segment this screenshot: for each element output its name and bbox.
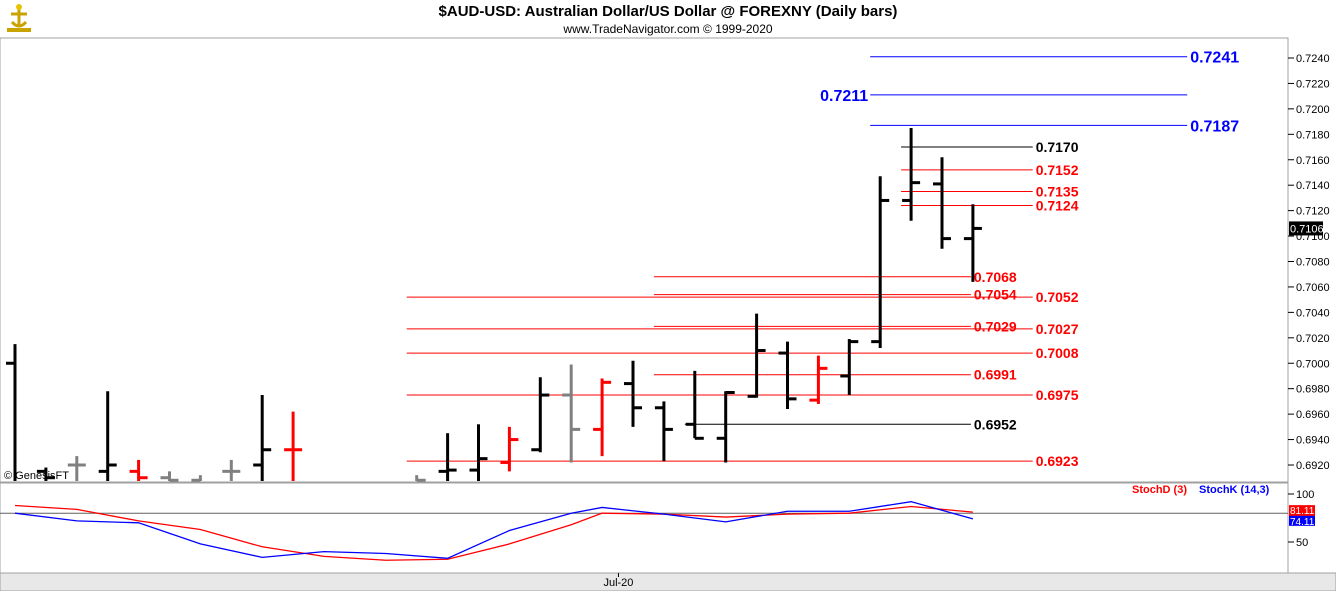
price-bar xyxy=(963,204,982,282)
price-bars xyxy=(6,127,982,482)
chart-title: $AUD-USD: Australian Dollar/US Dollar @ … xyxy=(438,3,898,20)
anchor-trophy-icon xyxy=(3,2,35,34)
stochastic-panel xyxy=(0,482,1289,574)
price-bar xyxy=(871,176,890,348)
price-tick-label: 0.7240 xyxy=(1296,53,1330,65)
price-bar xyxy=(654,401,673,462)
level-label: 0.7124 xyxy=(1036,198,1079,214)
price-bar xyxy=(809,355,828,404)
price-bar xyxy=(284,411,303,481)
stoch-d-value: 81.11 xyxy=(1290,506,1315,517)
stoch-d-legend: StochD (3) xyxy=(1132,484,1187,496)
date-axis-band xyxy=(0,572,1336,591)
level-lines xyxy=(406,56,1188,462)
price-tick-label: 0.7220 xyxy=(1296,78,1330,90)
level-label: 0.6923 xyxy=(1036,453,1079,469)
level-label: 0.7187 xyxy=(1190,118,1239,135)
price-panel xyxy=(0,37,1289,483)
price-bar xyxy=(160,471,179,482)
level-label: 0.7211 xyxy=(820,88,868,105)
price-bar xyxy=(562,364,581,463)
price-bar xyxy=(902,127,921,221)
price-bar xyxy=(716,391,735,463)
price-bar xyxy=(415,475,426,482)
price-tick-label: 0.7020 xyxy=(1296,333,1330,345)
price-tick-label: 0.7140 xyxy=(1296,180,1330,192)
price-tick-label: 0.7060 xyxy=(1296,282,1330,294)
chart-subtitle: www.TradeNavigator.com © 1999-2020 xyxy=(563,22,773,36)
price-tick-label: 0.7000 xyxy=(1296,358,1330,370)
level-label: 0.7152 xyxy=(1036,162,1079,178)
level-label: 0.6991 xyxy=(974,367,1017,383)
stoch-k-legend: StochK (14,3) xyxy=(1199,484,1270,496)
price-bar xyxy=(500,426,519,472)
stoch-k-line xyxy=(14,501,974,559)
level-label: 0.6952 xyxy=(974,416,1017,432)
price-tick-label: 0.7080 xyxy=(1296,257,1330,269)
price-bar xyxy=(191,475,202,482)
stoch-tick-label: 100 xyxy=(1296,489,1314,501)
level-label: 0.7029 xyxy=(974,318,1017,334)
price-bar xyxy=(6,344,17,481)
price-bar xyxy=(98,391,117,481)
stoch-k-marker xyxy=(1289,515,1315,526)
price-axis: 0.7240 0.7220 0.7200 0.7180 0.7160 0.7140 0.71… xyxy=(1287,38,1330,573)
price-bar xyxy=(747,313,766,398)
date-axis: Jul-20Aug-20 xyxy=(603,573,633,589)
watermark: © GenesisFT xyxy=(4,470,69,482)
price-bar xyxy=(438,433,457,481)
price-tick-label: 0.7200 xyxy=(1296,104,1330,116)
level-label: 0.7054 xyxy=(974,287,1017,303)
level-label: 0.7027 xyxy=(1036,321,1079,337)
price-bar xyxy=(67,456,86,481)
price-bar xyxy=(840,339,859,396)
price-tick-label: 0.7180 xyxy=(1296,129,1330,141)
date-tick-label: Jul-20 xyxy=(603,577,633,589)
price-bar xyxy=(593,378,612,457)
price-bar xyxy=(129,459,148,481)
level-label: 0.6975 xyxy=(1036,387,1079,403)
price-axis-area xyxy=(1288,38,1336,573)
price-tick-label: 0.7120 xyxy=(1296,206,1330,218)
price-tick-label: 0.6920 xyxy=(1296,460,1330,472)
level-label: 0.7008 xyxy=(1036,345,1079,361)
price-tick-label: 0.6980 xyxy=(1296,384,1330,396)
stoch-tick-label: 50 xyxy=(1296,537,1308,549)
price-bar xyxy=(253,395,272,481)
stoch-k-value: 74.11 xyxy=(1290,517,1315,528)
level-label: 0.7135 xyxy=(1036,184,1079,200)
stoch-d-marker xyxy=(1289,505,1315,517)
level-label: 0.7241 xyxy=(1190,50,1239,67)
level-label: 0.7068 xyxy=(974,269,1017,285)
current-price-label: 0.7106 xyxy=(1290,223,1324,235)
price-bar xyxy=(469,424,488,481)
current-price-marker xyxy=(1289,221,1323,236)
level-labels: 0.7241 0.7211 0.7187 0.7170 0.7152 0.71350.71… xyxy=(820,50,1239,469)
stochastic-lines xyxy=(0,501,1288,561)
price-bar xyxy=(624,360,642,427)
price-bar xyxy=(685,370,704,440)
level-label: 0.7170 xyxy=(1036,139,1079,155)
price-tick-label: 0.6960 xyxy=(1296,409,1330,421)
price-tick-label: 0.7040 xyxy=(1296,307,1330,319)
stoch-d-line xyxy=(14,504,973,561)
price-bar xyxy=(36,467,55,481)
level-label: 0.7052 xyxy=(1036,289,1079,305)
price-tick-label: 0.6940 xyxy=(1296,435,1330,447)
price-bar xyxy=(222,459,241,481)
price-tick-label: 0.7160 xyxy=(1296,155,1330,167)
price-bar xyxy=(778,341,797,410)
price-bar xyxy=(933,157,951,249)
price-bar xyxy=(531,377,550,453)
